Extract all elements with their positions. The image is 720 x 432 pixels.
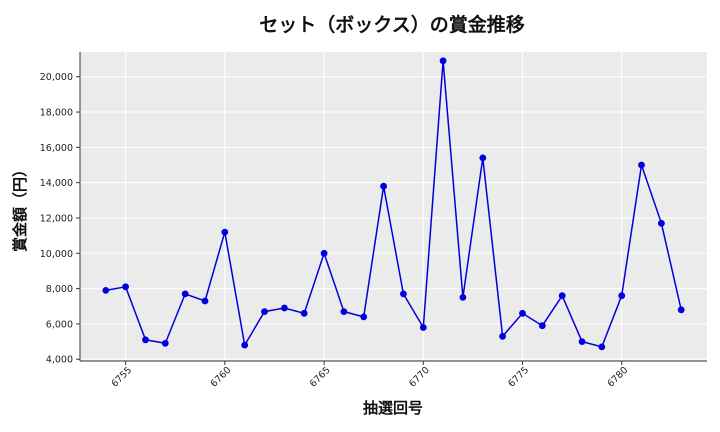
data-point — [281, 304, 288, 312]
data-point — [598, 343, 606, 351]
data-point — [538, 322, 546, 330]
plot-area — [80, 52, 707, 361]
chart-title: セット（ボックス）の賞金推移 — [259, 13, 524, 36]
data-point — [578, 338, 586, 345]
y-tick-label: 18,000 — [40, 108, 73, 119]
y-tick-label: 4,000 — [46, 355, 73, 366]
data-point — [677, 306, 685, 314]
data-point — [499, 332, 506, 340]
data-point — [241, 341, 249, 349]
series-line — [105, 60, 682, 348]
axes — [76, 52, 707, 365]
data-point — [459, 294, 467, 301]
data-point — [618, 292, 626, 300]
y-tick-label: 10,000 — [40, 249, 73, 260]
data-point — [122, 283, 129, 291]
data-point — [638, 161, 645, 169]
data-point — [201, 297, 209, 305]
data-point — [300, 309, 308, 317]
data-point — [419, 324, 427, 331]
grid — [80, 52, 707, 361]
data-point — [221, 228, 229, 236]
data-point — [558, 292, 566, 300]
data-point — [340, 308, 348, 315]
y-tick-label: 14,000 — [40, 178, 73, 189]
series — [102, 57, 685, 351]
data-point — [102, 287, 110, 294]
y-tick-label: 16,000 — [40, 143, 73, 154]
data-point — [400, 290, 407, 298]
y-tick-label: 8,000 — [46, 284, 73, 295]
data-point — [181, 290, 189, 298]
data-point — [479, 154, 487, 162]
y-tick-label: 6,000 — [46, 319, 73, 330]
y-axis-label: 賞金額（円） — [11, 162, 29, 252]
data-point — [658, 219, 665, 227]
data-point — [320, 249, 328, 257]
data-point — [360, 313, 368, 321]
data-point — [261, 308, 268, 315]
data-point — [519, 309, 526, 317]
y-tick-label: 20,000 — [40, 72, 73, 83]
data-point — [142, 336, 149, 344]
data-point — [439, 57, 447, 65]
data-point — [380, 182, 387, 190]
y-tick-label: 12,000 — [40, 213, 73, 224]
x-axis-label: 抽選回号 — [363, 399, 423, 417]
data-point — [161, 339, 169, 347]
